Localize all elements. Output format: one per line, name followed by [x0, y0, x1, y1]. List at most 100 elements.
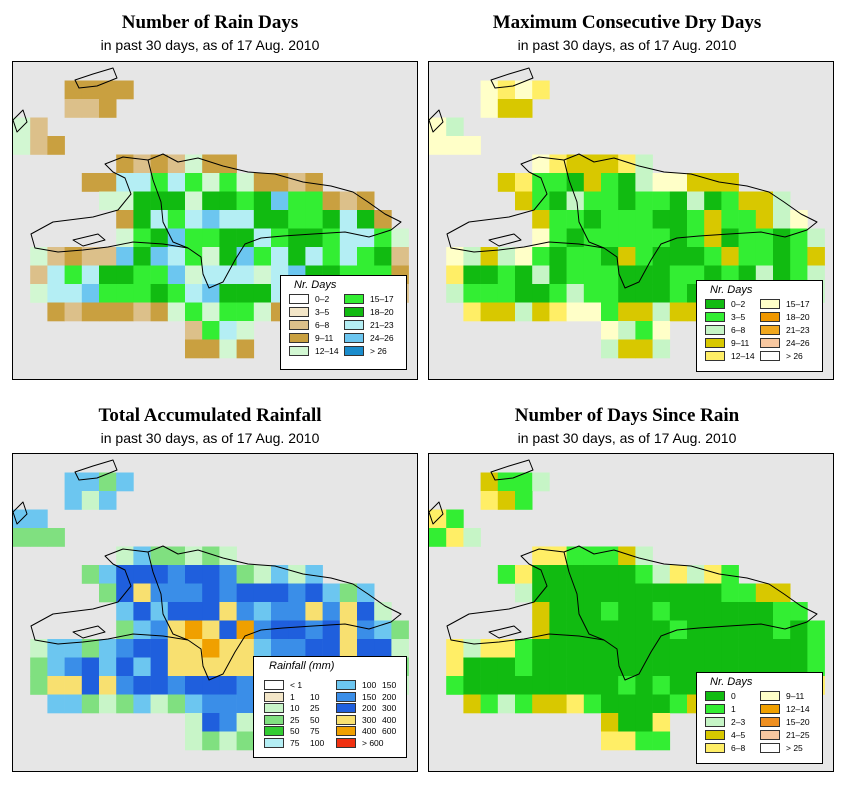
legend-label: 9–11	[731, 338, 750, 348]
grid-cell	[618, 321, 636, 340]
grid-cell	[322, 639, 341, 658]
grid-cell	[236, 302, 255, 322]
grid-cell	[738, 191, 757, 211]
grid-cell	[81, 657, 100, 677]
grid-cell	[480, 284, 499, 303]
grid-cell	[463, 302, 481, 322]
grid-cell	[150, 191, 169, 211]
grid-cell	[721, 265, 739, 285]
grid-cell	[30, 117, 48, 137]
grid-cell	[652, 731, 671, 751]
panel-3-coastline	[13, 459, 402, 681]
grid-cell	[687, 602, 705, 621]
legend-label: 24–26	[786, 338, 810, 348]
grid-cell	[583, 676, 602, 695]
grid-cell	[635, 713, 653, 732]
grid-cell	[773, 210, 791, 229]
grid-cell	[219, 583, 237, 603]
legend-swatch	[289, 346, 309, 356]
grid-cell	[446, 528, 464, 547]
grid-cell	[64, 657, 83, 677]
grid-cell	[99, 173, 117, 192]
grid-cell	[133, 284, 151, 303]
grid-cell	[463, 136, 481, 155]
grid-cell	[81, 173, 100, 192]
legend-entry: 50 75	[264, 726, 334, 736]
grid-cell	[288, 173, 306, 192]
grid-cell	[515, 265, 533, 285]
grid-cell	[271, 583, 289, 603]
legend-label: 21–23	[370, 320, 394, 330]
grid-cell	[515, 284, 533, 303]
grid-cell	[618, 565, 636, 584]
grid-cell	[357, 639, 375, 658]
grid-cell	[357, 228, 375, 248]
grid-cell	[13, 528, 31, 547]
grid-cell	[236, 339, 255, 359]
panel-4-legend-title: Nr. Days	[710, 676, 753, 688]
legend-entry: 6–8	[289, 320, 329, 330]
grid-cell	[30, 284, 48, 303]
coastline-path	[429, 501, 444, 525]
grid-cell	[236, 265, 255, 285]
grid-cell	[236, 321, 255, 340]
grid-cell	[219, 694, 237, 714]
grid-cell	[116, 639, 134, 658]
legend-label: 18–20	[786, 312, 810, 322]
grid-cell	[64, 694, 83, 714]
grid-cell	[635, 302, 653, 322]
legend-entry: 18–20	[760, 312, 810, 322]
grid-cell	[652, 657, 671, 677]
grid-cell	[687, 191, 705, 211]
grid-cell	[773, 228, 791, 248]
panel-1-coastline	[13, 67, 402, 289]
grid-cell	[549, 565, 567, 584]
grid-cell	[47, 528, 65, 547]
grid-cell	[185, 694, 203, 714]
grid-cell	[721, 602, 739, 621]
grid-cell	[253, 639, 272, 658]
grid-cell	[497, 676, 516, 695]
grid-cell	[167, 583, 186, 603]
grid-cell	[755, 265, 774, 285]
panel-2-legend: Nr. Days 0–2 3–5 6–8 9–11 12–14 15–17 18–20 21–…	[696, 280, 823, 372]
grid-cell	[30, 136, 48, 155]
grid-cell	[446, 136, 464, 155]
grid-cell	[480, 99, 499, 118]
grid-cell	[236, 247, 255, 266]
legend-label: 10 25	[290, 703, 320, 713]
grid-cell	[635, 191, 653, 211]
grid-cell	[635, 247, 653, 266]
legend-entry: 2–3	[705, 717, 745, 727]
legend-swatch	[705, 338, 725, 348]
grid-cell	[480, 676, 499, 695]
grid-cell	[601, 602, 619, 621]
grid-cell	[601, 321, 619, 340]
grid-cell	[515, 583, 533, 603]
grid-cell	[202, 657, 220, 677]
grid-cell	[185, 546, 203, 566]
legend-swatch	[760, 325, 780, 335]
grid-cell	[652, 321, 671, 340]
grid-cell	[288, 228, 306, 248]
legend-entry: 9–11	[289, 333, 333, 343]
grid-cell	[339, 583, 358, 603]
legend-swatch	[289, 294, 309, 304]
grid-cell	[566, 676, 585, 695]
grid-cell	[601, 247, 619, 266]
grid-cell	[497, 657, 516, 677]
grid-cell	[669, 247, 688, 266]
grid-cell	[339, 191, 358, 211]
grid-cell	[515, 565, 533, 584]
grid-cell	[601, 173, 619, 192]
grid-cell	[583, 639, 602, 658]
grid-cell	[99, 657, 117, 677]
grid-cell	[601, 713, 619, 732]
grid-cell	[219, 173, 237, 192]
grid-cell	[374, 620, 392, 640]
coastline-path	[147, 551, 189, 641]
coastline-path	[72, 625, 106, 639]
grid-cell	[807, 265, 825, 285]
grid-cell	[532, 602, 550, 621]
legend-label: 18–20	[370, 307, 394, 317]
